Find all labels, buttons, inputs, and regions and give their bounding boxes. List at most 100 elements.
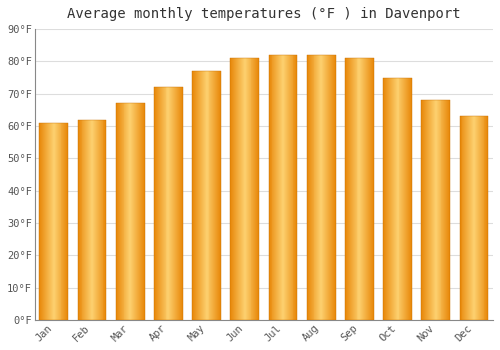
Bar: [316, 55, 318, 320]
Bar: [396, 78, 398, 320]
Bar: [119, 103, 120, 320]
Bar: [164, 87, 166, 320]
Bar: [460, 116, 462, 320]
Bar: [346, 58, 347, 320]
Bar: [138, 103, 139, 320]
Bar: [156, 87, 157, 320]
Bar: [287, 55, 288, 320]
Bar: [349, 58, 350, 320]
Bar: [44, 123, 45, 320]
Bar: [157, 87, 158, 320]
Bar: [168, 87, 170, 320]
Bar: [140, 103, 141, 320]
Bar: [254, 58, 256, 320]
Bar: [393, 78, 394, 320]
Bar: [258, 58, 259, 320]
Bar: [45, 123, 46, 320]
Bar: [237, 58, 238, 320]
Bar: [122, 103, 124, 320]
Bar: [91, 120, 92, 320]
Bar: [280, 55, 281, 320]
Bar: [50, 123, 51, 320]
Bar: [172, 87, 173, 320]
Bar: [444, 100, 446, 320]
Bar: [284, 55, 285, 320]
Bar: [201, 71, 202, 320]
Bar: [67, 123, 68, 320]
Bar: [470, 116, 471, 320]
Bar: [180, 87, 181, 320]
Bar: [386, 78, 387, 320]
Bar: [208, 71, 210, 320]
Bar: [391, 78, 392, 320]
Bar: [49, 123, 50, 320]
Bar: [352, 58, 354, 320]
Bar: [196, 71, 197, 320]
Bar: [314, 55, 316, 320]
Bar: [159, 87, 160, 320]
Bar: [365, 58, 366, 320]
Bar: [181, 87, 182, 320]
Bar: [366, 58, 367, 320]
Bar: [53, 123, 54, 320]
Bar: [78, 120, 106, 320]
Bar: [134, 103, 135, 320]
Bar: [216, 71, 217, 320]
Bar: [427, 100, 428, 320]
Bar: [256, 58, 257, 320]
Bar: [296, 55, 298, 320]
Bar: [132, 103, 133, 320]
Bar: [390, 78, 391, 320]
Bar: [405, 78, 406, 320]
Bar: [54, 123, 55, 320]
Bar: [278, 55, 279, 320]
Bar: [194, 71, 195, 320]
Bar: [166, 87, 168, 320]
Bar: [480, 116, 482, 320]
Bar: [351, 58, 352, 320]
Bar: [372, 58, 374, 320]
Bar: [347, 58, 348, 320]
Bar: [274, 55, 276, 320]
Bar: [321, 55, 322, 320]
Bar: [220, 71, 221, 320]
Bar: [282, 55, 283, 320]
Bar: [102, 120, 104, 320]
Bar: [202, 71, 203, 320]
Bar: [460, 116, 488, 320]
Bar: [440, 100, 442, 320]
Bar: [126, 103, 128, 320]
Bar: [82, 120, 84, 320]
Bar: [476, 116, 477, 320]
Bar: [97, 120, 98, 320]
Bar: [48, 123, 49, 320]
Bar: [234, 58, 235, 320]
Bar: [400, 78, 402, 320]
Bar: [384, 78, 385, 320]
Bar: [398, 78, 400, 320]
Bar: [442, 100, 444, 320]
Bar: [387, 78, 388, 320]
Bar: [285, 55, 286, 320]
Bar: [328, 55, 329, 320]
Bar: [93, 120, 94, 320]
Bar: [345, 58, 346, 320]
Bar: [104, 120, 106, 320]
Bar: [89, 120, 90, 320]
Bar: [385, 78, 386, 320]
Bar: [86, 120, 87, 320]
Bar: [204, 71, 206, 320]
Bar: [230, 58, 259, 320]
Bar: [411, 78, 412, 320]
Bar: [323, 55, 324, 320]
Bar: [364, 58, 365, 320]
Bar: [199, 71, 200, 320]
Bar: [232, 58, 234, 320]
Bar: [408, 78, 409, 320]
Bar: [407, 78, 408, 320]
Bar: [448, 100, 449, 320]
Bar: [40, 123, 42, 320]
Bar: [288, 55, 290, 320]
Bar: [192, 71, 221, 320]
Bar: [58, 123, 59, 320]
